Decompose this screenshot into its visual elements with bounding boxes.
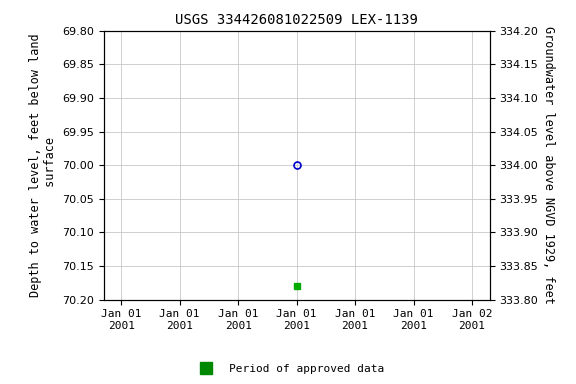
Title: USGS 334426081022509 LEX-1139: USGS 334426081022509 LEX-1139 bbox=[175, 13, 418, 27]
Legend: Period of approved data: Period of approved data bbox=[188, 359, 388, 379]
Y-axis label: Groundwater level above NGVD 1929, feet: Groundwater level above NGVD 1929, feet bbox=[542, 26, 555, 304]
Y-axis label: Depth to water level, feet below land
 surface: Depth to water level, feet below land su… bbox=[29, 33, 56, 297]
